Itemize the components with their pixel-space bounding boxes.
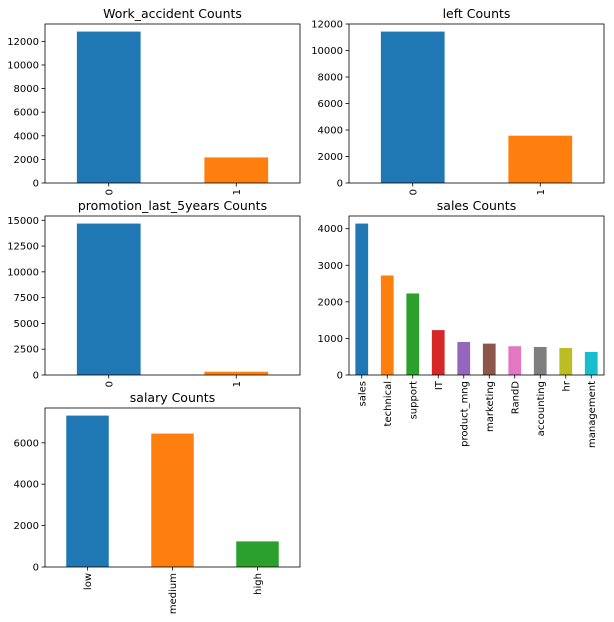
y-tick-label: 12000 xyxy=(7,37,39,48)
bar-product_mng xyxy=(457,342,471,375)
y-tick-label: 4000 xyxy=(318,126,343,137)
chart-title: promotion_last_5years Counts xyxy=(78,198,267,213)
x-tick-label: medium xyxy=(168,573,179,614)
y-tick-label: 2000 xyxy=(318,297,343,308)
bar-1 xyxy=(204,157,269,183)
x-tick-label: support xyxy=(408,381,419,419)
bar-accounting xyxy=(533,346,547,375)
bar-RandD xyxy=(508,346,522,375)
y-tick-label: 8000 xyxy=(14,84,39,95)
chart-5: salary Counts 0 2000 4000 6000 low medium high xyxy=(14,390,301,614)
y-tick-label: 15000 xyxy=(7,216,39,227)
y-tick-label: 12500 xyxy=(7,242,39,253)
x-tick-label: 0 xyxy=(104,381,115,387)
x-tick-label: 1 xyxy=(232,189,243,195)
y-tick-label: 3000 xyxy=(318,261,343,272)
bar-hr xyxy=(559,347,573,375)
bar-support xyxy=(406,293,420,375)
x-tick-label: 0 xyxy=(104,189,115,195)
plot-frame xyxy=(44,23,301,184)
x-tick-label: low xyxy=(83,573,94,590)
bar-0 xyxy=(76,31,141,183)
x-tick-label: 1 xyxy=(232,381,243,387)
bar-0 xyxy=(76,223,141,375)
bar-high xyxy=(236,541,279,567)
y-tick-label: 2000 xyxy=(318,152,343,163)
chart-title: left Counts xyxy=(443,6,511,21)
plot-frame xyxy=(44,215,301,376)
chart-title: salary Counts xyxy=(130,390,215,405)
y-tick-label: 4000 xyxy=(14,131,39,142)
y-tick-label: 8000 xyxy=(318,73,343,84)
bar-sales xyxy=(355,223,369,375)
chart-title: Work_accident Counts xyxy=(103,6,242,21)
chart-title: sales Counts xyxy=(437,198,516,213)
y-tick-label: 7500 xyxy=(14,293,39,304)
bar-medium xyxy=(151,433,194,567)
y-tick-label: 4000 xyxy=(14,480,39,491)
x-tick-label: technical xyxy=(383,381,394,426)
y-tick-label: 2500 xyxy=(14,345,39,356)
x-tick-label: marketing xyxy=(485,381,496,432)
y-tick-label: 10000 xyxy=(311,46,343,57)
x-tick-label: accounting xyxy=(536,381,547,436)
bar-low xyxy=(66,415,109,567)
y-tick-label: 2000 xyxy=(14,155,39,166)
y-tick-label: 0 xyxy=(33,179,39,190)
chart-1: Work_accident Counts 0 2000 4000 6000 8000 100… xyxy=(7,6,301,195)
y-tick-label: 6000 xyxy=(318,99,343,110)
chart-3: promotion_last_5years Counts 0 2500 5000 750… xyxy=(7,198,301,387)
bar-1 xyxy=(204,371,269,375)
x-tick-label: 1 xyxy=(536,189,547,195)
bar-1 xyxy=(508,135,573,183)
x-tick-label: sales xyxy=(357,381,368,406)
y-tick-label: 6000 xyxy=(14,438,39,449)
y-tick-label: 1000 xyxy=(318,334,343,345)
y-tick-label: 5000 xyxy=(14,319,39,330)
bar-marketing xyxy=(482,343,496,375)
y-tick-label: 6000 xyxy=(14,108,39,119)
plot-frame xyxy=(348,215,605,376)
x-tick-label: hr xyxy=(561,380,572,391)
bar-management xyxy=(584,351,598,375)
y-tick-label: 4000 xyxy=(318,224,343,235)
chart-2: left Counts 0 2000 4000 6000 8000 10000 12000 0 1 xyxy=(311,6,605,195)
y-tick-label: 12000 xyxy=(311,20,343,31)
y-tick-label: 2000 xyxy=(14,521,39,532)
bar-IT xyxy=(431,330,445,375)
y-tick-label: 10000 xyxy=(7,60,39,71)
x-tick-label: high xyxy=(253,573,264,595)
y-tick-label: 0 xyxy=(337,179,343,190)
y-tick-label: 0 xyxy=(33,371,39,382)
x-tick-label: 0 xyxy=(408,189,419,195)
x-tick-label: product_mng xyxy=(459,381,470,447)
y-tick-label: 10000 xyxy=(7,267,39,278)
chart-4: sales Counts 0 1000 2000 3000 4000 sales techni… xyxy=(318,198,605,448)
y-tick-label: 0 xyxy=(33,563,39,574)
bar-technical xyxy=(380,275,394,375)
x-tick-label: IT xyxy=(434,380,445,390)
x-tick-label: management xyxy=(587,381,598,448)
x-tick-label: RandD xyxy=(510,381,521,415)
bar-0 xyxy=(380,31,445,184)
y-tick-label: 0 xyxy=(337,371,343,382)
